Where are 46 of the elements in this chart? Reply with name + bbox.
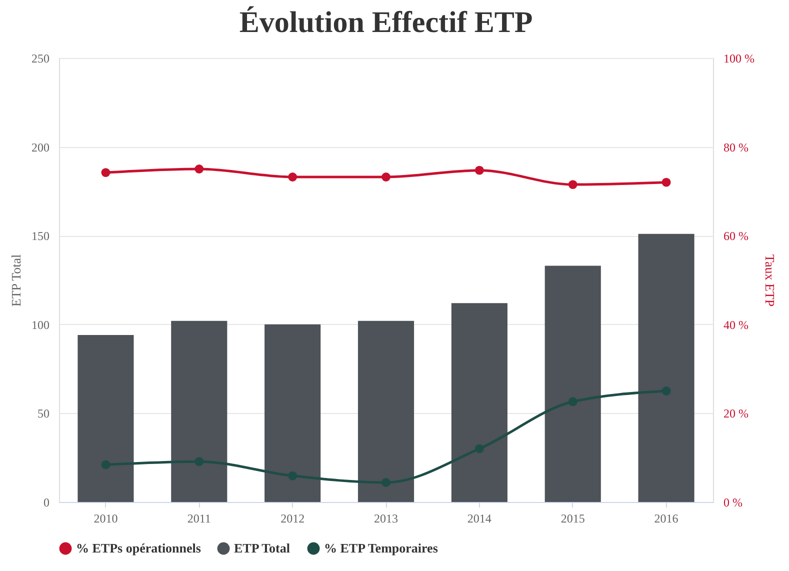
- point: [382, 172, 390, 182]
- point: [662, 386, 671, 396]
- bar: [171, 320, 228, 502]
- x-tick-label: 2016: [654, 512, 678, 526]
- y2-tick-label: 80 %: [724, 140, 748, 154]
- point: [382, 478, 390, 487]
- x-tick-label: 2012: [280, 512, 305, 526]
- point: [568, 397, 578, 406]
- bar: [544, 266, 601, 502]
- y2-axis-title: Taux ETP: [762, 254, 778, 307]
- point: [288, 471, 298, 480]
- point: [194, 164, 204, 174]
- legend-label: % ETPs opérationnels: [76, 540, 201, 556]
- y2-tick-label: 60 %: [724, 229, 748, 244]
- y-tick-label: 0: [44, 496, 50, 510]
- x-tick-label: 2011: [187, 512, 211, 526]
- point: [101, 460, 110, 470]
- y2-tick-label: 100 %: [724, 52, 754, 66]
- point: [662, 178, 671, 187]
- y-tick-label: 250: [32, 52, 50, 66]
- x-tick-label: 2014: [467, 512, 492, 526]
- y-tick-label: 200: [32, 140, 50, 154]
- bar: [264, 324, 321, 502]
- y-tick-label: 50: [38, 406, 50, 421]
- legend-label: % ETP Temporaires: [324, 540, 438, 556]
- y2-tick-label: 20 %: [724, 406, 748, 421]
- point: [474, 166, 484, 175]
- point: [288, 172, 298, 182]
- bar: [638, 234, 694, 502]
- y2-tick-label: 40 %: [724, 318, 748, 332]
- point: [568, 180, 578, 190]
- legend-label: ETP Total: [234, 540, 290, 556]
- bar: [451, 303, 508, 502]
- y-tick-label: 100: [32, 318, 50, 332]
- bar: [358, 320, 414, 502]
- x-tick-label: 2015: [560, 512, 585, 526]
- x-tick-label: 2013: [374, 512, 398, 526]
- chart-title: Évolution Effectif ETP: [239, 6, 533, 39]
- y2-tick-label: 0 %: [724, 496, 742, 510]
- y-tick-label: 150: [32, 229, 50, 244]
- point: [194, 457, 204, 466]
- y-axis-title: ETP Total: [8, 254, 24, 307]
- x-tick-label: 2010: [94, 512, 118, 526]
- point: [101, 168, 110, 178]
- point: [474, 444, 484, 454]
- bar: [78, 335, 134, 502]
